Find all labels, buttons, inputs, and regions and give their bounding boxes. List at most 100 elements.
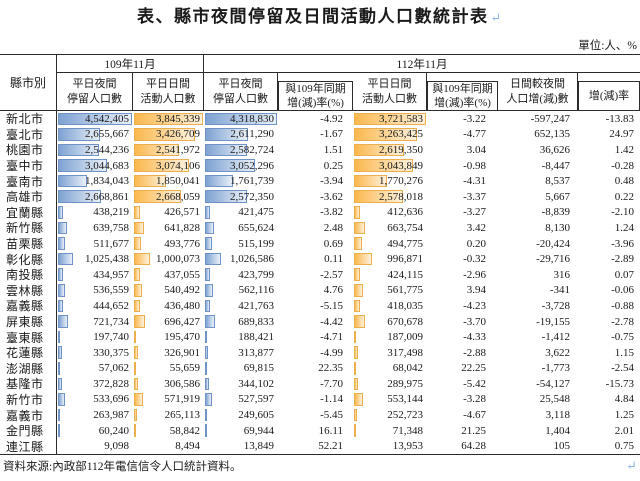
data-bar-cell: 421,475 — [204, 205, 278, 221]
table-row: 金門縣 60,240 58,842 69,944 16.11 71,348 21.25 1,4… — [0, 422, 640, 439]
cell-value: 0.69 — [323, 237, 343, 250]
number-cell: -0.75 — [578, 329, 640, 345]
cell-value: -5.15 — [320, 299, 343, 312]
cell-value: 0.11 — [324, 253, 343, 266]
day-population-bar — [134, 143, 179, 157]
column-header: 增(減)率 — [578, 73, 640, 110]
cell-value: 16.11 — [318, 424, 343, 437]
cell-value: -3.82 — [320, 206, 343, 219]
day-population-bar — [134, 190, 182, 204]
cell-value: 494,775 — [387, 237, 423, 250]
column-header-label: 停留人口數 — [67, 92, 122, 105]
cell-value: 69,815 — [243, 362, 274, 375]
cell-value: 418,035 — [387, 299, 423, 312]
number-cell: -3.62 — [278, 189, 353, 205]
column-header: 平日夜間 停留人口數 — [204, 73, 278, 110]
data-bar-cell: 444,652 — [57, 298, 133, 314]
day-population-bar — [354, 315, 366, 328]
cell-value: 263,987 — [93, 409, 129, 422]
data-bar-cell: 187,009 — [353, 329, 427, 345]
cell-value: -5.45 — [320, 409, 343, 422]
corner-header-county: 縣市別 — [0, 55, 57, 110]
night-population-bar — [58, 377, 63, 391]
number-cell: -4.42 — [278, 314, 353, 330]
table-row: 嘉義縣 444,652 436,480 421,763 -5.15 418,035 -4.2… — [0, 298, 640, 314]
night-population-bar — [205, 237, 212, 250]
day-population-bar — [134, 299, 141, 313]
data-bar-cell: 561,775 — [353, 283, 427, 299]
cell-value: 68,042 — [392, 362, 423, 375]
cell-value: 265,113 — [164, 409, 200, 422]
data-bar-cell: 721,734 — [57, 314, 133, 330]
cell-value: -3.28 — [463, 393, 486, 406]
number-cell: -4.33 — [427, 329, 498, 345]
day-population-bar — [134, 377, 138, 391]
county-name: 屏東縣 — [0, 313, 57, 330]
data-bar-cell: 9,098 — [57, 438, 133, 454]
night-population-bar — [58, 330, 60, 344]
number-cell: 1,404 — [498, 423, 578, 439]
county-name: 新竹縣 — [0, 220, 57, 236]
data-bar-cell: 252,723 — [353, 407, 427, 423]
data-bar-cell: 3,263,425 — [353, 127, 427, 143]
cell-value: -4.77 — [463, 128, 486, 141]
night-population-bar — [58, 221, 67, 235]
cell-value: 3,721,583 — [379, 112, 423, 125]
cell-value: 1,761,739 — [230, 175, 274, 188]
cell-value: 317,498 — [387, 346, 423, 359]
data-bar-cell: 1,761,739 — [204, 173, 278, 189]
data-bar-cell: 655,624 — [204, 220, 278, 236]
cell-value: -1,773 — [541, 362, 570, 375]
data-bar-cell: 372,828 — [57, 376, 133, 392]
data-bar-cell: 68,042 — [353, 361, 427, 377]
cell-value: 21.25 — [461, 424, 486, 437]
number-cell: -4.31 — [427, 173, 498, 189]
night-population-bar — [58, 206, 64, 219]
cell-value: 372,828 — [93, 377, 129, 390]
data-bar-cell: 3,043,849 — [353, 158, 427, 174]
cell-value: 1,770,276 — [379, 175, 423, 188]
number-cell: 4.84 — [578, 392, 640, 408]
cell-value: -54,127 — [536, 377, 570, 390]
cell-value: 36,626 — [539, 143, 570, 156]
day-population-bar — [354, 237, 362, 250]
data-bar-cell: 540,492 — [133, 283, 204, 299]
cell-value: -4.67 — [463, 409, 486, 422]
number-cell: 316 — [498, 267, 578, 283]
night-population-bar — [58, 190, 101, 204]
page-footer: 資料來源:內政部112年電信信令人口統計資料。 ↵ — [0, 455, 640, 474]
data-bar-cell: 493,776 — [133, 236, 204, 252]
cell-value: 3,074,106 — [156, 159, 200, 172]
cell-value: 2,611,290 — [230, 128, 274, 141]
cell-value: -2.88 — [463, 346, 486, 359]
data-bar-cell: 2,611,290 — [204, 127, 278, 143]
cell-value: 553,144 — [387, 393, 423, 406]
night-population-bar — [205, 377, 209, 391]
night-population-bar — [205, 206, 211, 219]
county-name: 新北市 — [0, 111, 57, 127]
cell-value: 655,624 — [238, 221, 274, 234]
data-bar-cell: 571,919 — [133, 392, 204, 408]
night-population-bar — [58, 408, 61, 422]
table-row: 花蓮縣 330,375 326,901 313,877 -4.99 317,498 -2.8… — [0, 344, 640, 361]
number-cell: 5,667 — [498, 189, 578, 205]
cell-value: 652,135 — [534, 128, 570, 141]
cell-value: 306,586 — [164, 377, 200, 390]
table-row: 高雄市 2,668,861 2,668,059 2,572,350 -3.62 2,578… — [0, 188, 640, 205]
number-cell: -3.22 — [427, 111, 498, 127]
cell-value: 1,834,043 — [85, 175, 129, 188]
data-bar-cell: 494,775 — [353, 236, 427, 252]
cell-value: 2,572,350 — [230, 190, 274, 203]
cell-value: 0.48 — [614, 175, 634, 188]
data-bar-cell: 3,074,106 — [133, 158, 204, 174]
county-name: 臺南市 — [0, 173, 57, 189]
number-cell: 64.28 — [427, 438, 498, 454]
day-population-bar — [134, 315, 145, 328]
table-body: 新北市 4,542,405 3,845,339 4,318,830 -4.92 3,721… — [0, 111, 640, 455]
page-title-text: 表、縣市夜間停留及日間活動人口數統計表 — [137, 7, 489, 26]
table-row: 苗栗縣 511,677 493,776 515,199 0.69 494,775 0.20 -… — [0, 235, 640, 252]
night-population-bar — [58, 143, 99, 157]
night-population-bar — [205, 362, 207, 375]
cell-value: -0.75 — [611, 331, 634, 344]
cell-value: 4,318,830 — [230, 112, 274, 125]
